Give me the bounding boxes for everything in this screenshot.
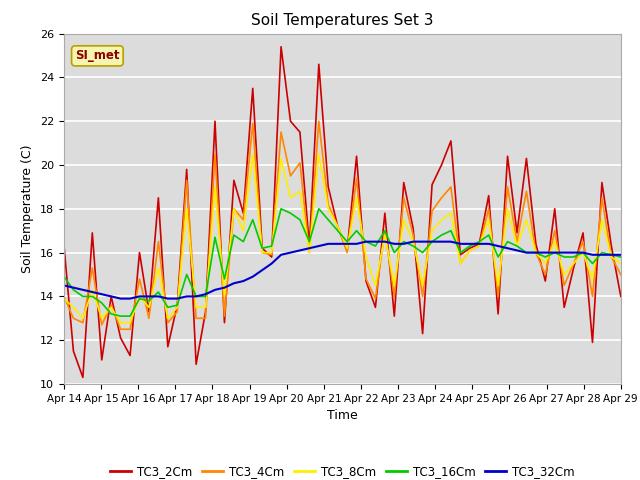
TC3_4Cm: [428, 208, 436, 214]
Line: TC3_32Cm: TC3_32Cm: [64, 241, 621, 299]
Line: TC3_16Cm: TC3_16Cm: [64, 209, 621, 316]
Line: TC3_2Cm: TC3_2Cm: [64, 47, 621, 377]
TC3_32Cm: [116, 296, 124, 301]
TC3_16Cm: [249, 217, 257, 223]
TC3_2Cm: [60, 243, 68, 249]
TC3_2Cm: [211, 119, 219, 124]
TC3_4Cm: [230, 206, 237, 212]
TC3_8Cm: [249, 151, 257, 157]
Legend: TC3_2Cm, TC3_4Cm, TC3_8Cm, TC3_16Cm, TC3_32Cm: TC3_2Cm, TC3_4Cm, TC3_8Cm, TC3_16Cm, TC3…: [106, 461, 579, 480]
TC3_32Cm: [362, 239, 370, 244]
TC3_4Cm: [259, 250, 266, 255]
TC3_16Cm: [211, 234, 219, 240]
TC3_2Cm: [79, 374, 86, 380]
TC3_8Cm: [116, 320, 124, 325]
TC3_32Cm: [60, 283, 68, 288]
TC3_16Cm: [116, 313, 124, 319]
TC3_2Cm: [230, 178, 237, 183]
TC3_16Cm: [259, 245, 266, 251]
Y-axis label: Soil Temperature (C): Soil Temperature (C): [22, 144, 35, 273]
Text: SI_met: SI_met: [75, 49, 120, 62]
TC3_8Cm: [60, 296, 68, 301]
TC3_4Cm: [249, 120, 257, 126]
TC3_8Cm: [259, 250, 266, 255]
TC3_16Cm: [617, 254, 625, 260]
TC3_2Cm: [277, 44, 285, 49]
TC3_4Cm: [60, 293, 68, 300]
TC3_2Cm: [428, 182, 436, 188]
TC3_32Cm: [164, 296, 172, 301]
TC3_8Cm: [211, 184, 219, 190]
TC3_16Cm: [428, 239, 436, 244]
TC3_2Cm: [164, 344, 172, 349]
TC3_2Cm: [249, 85, 257, 91]
TC3_4Cm: [164, 320, 172, 325]
TC3_2Cm: [259, 245, 266, 251]
TC3_4Cm: [315, 119, 323, 124]
TC3_16Cm: [60, 274, 68, 279]
TC3_4Cm: [211, 151, 219, 157]
TC3_8Cm: [164, 315, 172, 321]
TC3_32Cm: [617, 252, 625, 258]
Title: Soil Temperatures Set 3: Soil Temperatures Set 3: [251, 13, 434, 28]
TC3_32Cm: [428, 239, 436, 244]
TC3_8Cm: [617, 261, 625, 266]
TC3_32Cm: [211, 287, 219, 293]
TC3_8Cm: [428, 228, 436, 234]
TC3_8Cm: [268, 250, 275, 255]
TC3_16Cm: [164, 304, 172, 310]
TC3_2Cm: [617, 293, 625, 300]
Line: TC3_8Cm: TC3_8Cm: [64, 154, 621, 323]
TC3_4Cm: [116, 326, 124, 332]
TC3_8Cm: [230, 206, 237, 212]
TC3_32Cm: [230, 280, 237, 286]
TC3_32Cm: [249, 274, 257, 279]
TC3_16Cm: [277, 206, 285, 212]
X-axis label: Time: Time: [327, 409, 358, 422]
Line: TC3_4Cm: TC3_4Cm: [64, 121, 621, 329]
TC3_4Cm: [617, 272, 625, 277]
TC3_32Cm: [259, 267, 266, 273]
TC3_16Cm: [230, 232, 237, 238]
